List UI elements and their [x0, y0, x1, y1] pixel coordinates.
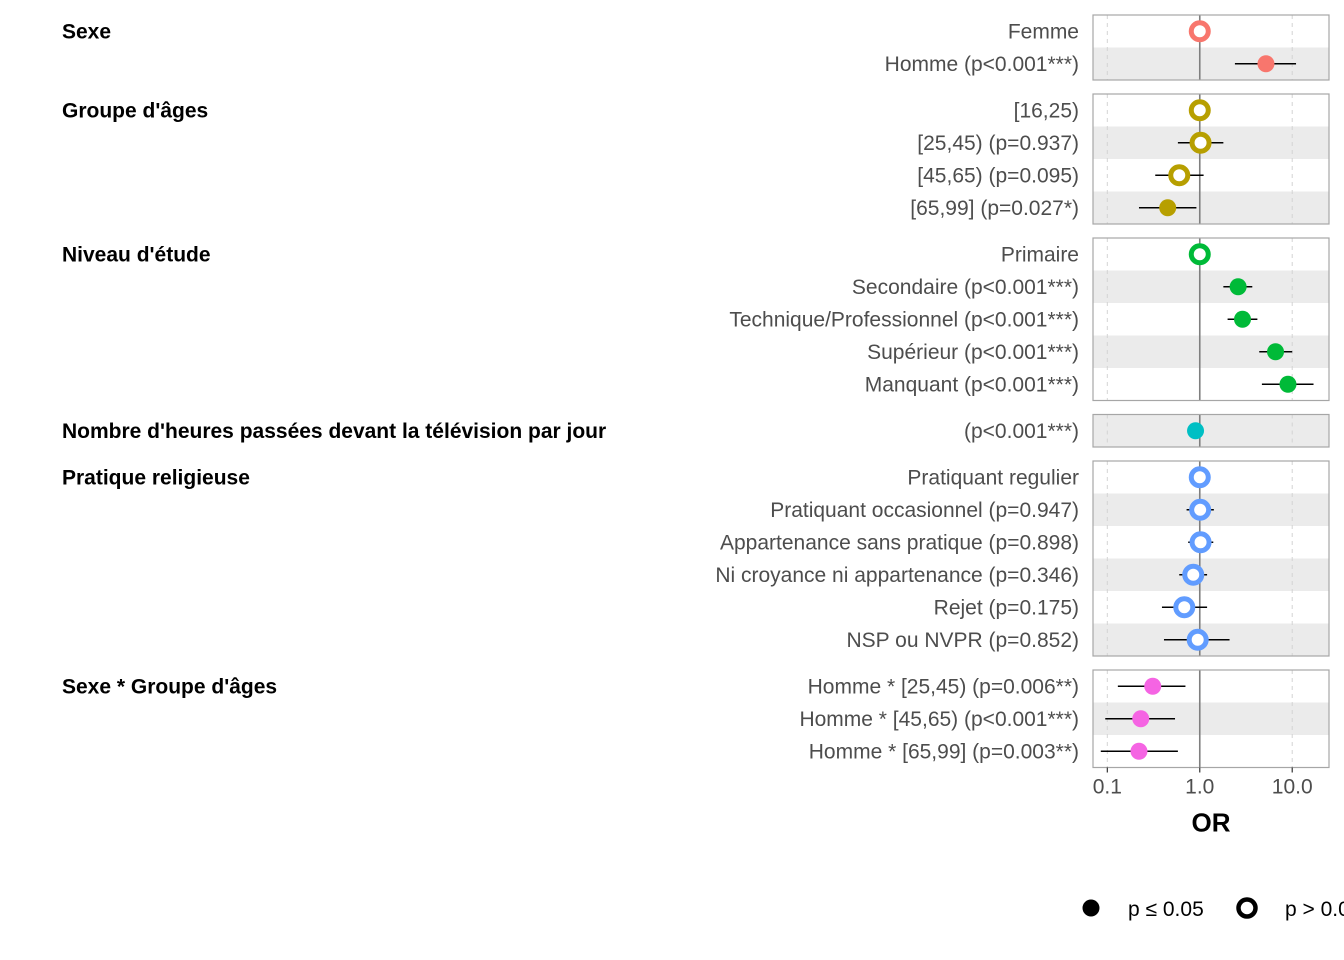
group-panel-2: Niveau d'étude Primaire Secondaire (p<0.00… — [62, 237, 1330, 402]
term-label: Ni croyance ni appartenance (p=0.346) — [715, 564, 1079, 587]
term-label: Secondaire (p<0.001***) — [852, 276, 1079, 299]
estimate-point — [1279, 375, 1297, 393]
group-panel-1: Groupe d'âges [16,25) [25,45) (p=0.937) [45… — [62, 93, 1330, 225]
x-tick-label: 0.1 — [1093, 776, 1122, 799]
row-band — [1093, 191, 1329, 224]
term-label: [25,45) (p=0.937) — [917, 132, 1079, 155]
term-label: Technique/Professionnel (p<0.001***) — [729, 308, 1079, 331]
term-label: Pratiquant occasionnel (p=0.947) — [770, 499, 1079, 522]
estimate-point — [1188, 243, 1211, 266]
panel-border — [1092, 237, 1330, 402]
term-label: Homme * [65,99] (p=0.003**) — [809, 740, 1079, 763]
group-label: Niveau d'étude — [62, 243, 211, 266]
row-band — [1093, 414, 1329, 447]
panel-border — [1092, 93, 1330, 225]
legend-open-circle — [1236, 897, 1258, 919]
estimate-point — [1229, 278, 1247, 296]
estimate-point — [1182, 563, 1205, 586]
group-panel-4: Pratique religieuse Pratiquant regulier Pr… — [62, 460, 1330, 657]
x-axis: 0.1 1.0 10.0 OR — [1093, 767, 1313, 838]
estimate-point — [1189, 131, 1212, 154]
term-label: (p<0.001***) — [964, 420, 1079, 443]
panel-border — [1092, 413, 1330, 448]
legend-label: p ≤ 0.05 — [1128, 898, 1204, 921]
estimate-point — [1267, 343, 1285, 361]
row-band — [1093, 558, 1329, 591]
estimate-point — [1188, 99, 1211, 122]
group-label: Pratique religieuse — [62, 466, 250, 489]
estimate-point — [1168, 164, 1191, 187]
estimate-point — [1173, 596, 1196, 619]
row-band — [1093, 270, 1329, 303]
estimate-point — [1257, 55, 1275, 73]
term-label: Supérieur (p<0.001***) — [867, 341, 1079, 364]
x-axis-title: OR — [1192, 808, 1231, 838]
x-tick-label: 10.0 — [1272, 776, 1313, 799]
estimate-point — [1188, 20, 1211, 43]
estimate-point — [1234, 310, 1252, 328]
estimate-point — [1132, 710, 1150, 728]
term-label: Homme * [25,45) (p=0.006**) — [808, 675, 1079, 698]
row-band — [1093, 335, 1329, 368]
estimate-point — [1187, 422, 1205, 440]
group-label: Nombre d'heures passées devant la télévi… — [62, 420, 606, 443]
estimate-point — [1189, 531, 1212, 554]
group-panel-5: Sexe * Groupe d'âges Homme * [25,45) (p=0… — [62, 669, 1330, 769]
estimate-point — [1144, 677, 1162, 695]
legend-filled-circle — [1082, 899, 1100, 917]
term-label: Pratiquant regulier — [907, 466, 1079, 489]
term-label: [65,99] (p=0.027*) — [910, 197, 1079, 220]
term-label: Homme * [45,65) (p<0.001***) — [799, 708, 1079, 731]
panel-border — [1092, 460, 1330, 657]
term-label: [16,25) — [1014, 99, 1079, 122]
estimate-point — [1130, 742, 1148, 760]
term-label: Rejet (p=0.175) — [934, 596, 1079, 619]
panel-border — [1092, 669, 1330, 769]
group-panel-3: Nombre d'heures passées devant la télévi… — [62, 413, 1330, 448]
legend-label: p > 0.05 — [1285, 898, 1344, 921]
estimate-point — [1186, 628, 1209, 651]
group-label: Sexe — [62, 20, 111, 43]
x-tick-label: 1.0 — [1185, 776, 1214, 799]
term-label: Femme — [1008, 20, 1079, 43]
legend: p ≤ 0.05 p > 0.05 — [1082, 897, 1344, 921]
term-label: Manquant (p<0.001***) — [865, 373, 1079, 396]
term-label: [45,65) (p=0.095) — [917, 164, 1079, 187]
panel-border — [1092, 14, 1330, 81]
group-panel-0: Sexe Femme Homme (p<0.001***) — [62, 14, 1330, 81]
group-label: Groupe d'âges — [62, 99, 208, 122]
term-label: Primaire — [1001, 243, 1079, 266]
estimate-point — [1188, 466, 1211, 489]
term-label: NSP ou NVPR (p=0.852) — [847, 629, 1080, 652]
group-label: Sexe * Groupe d'âges — [62, 675, 277, 698]
estimate-point — [1159, 199, 1177, 217]
term-label: Appartenance sans pratique (p=0.898) — [720, 531, 1079, 554]
estimate-point — [1189, 498, 1212, 521]
term-label: Homme (p<0.001***) — [885, 53, 1079, 76]
